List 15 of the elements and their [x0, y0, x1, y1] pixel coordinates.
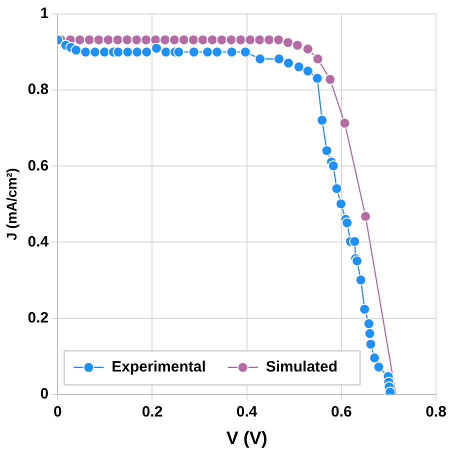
- x-tick-label: 0.2: [142, 404, 163, 421]
- y-tick-label: 0.2: [28, 309, 49, 326]
- x-tick-label: 0.4: [236, 404, 258, 421]
- x-tick-label: 0: [53, 404, 62, 421]
- y-tick-label: 0: [40, 386, 49, 403]
- y-tick-label: 1: [40, 5, 49, 22]
- y-tick-label: 0.8: [28, 81, 49, 98]
- legend-label: Experimental: [112, 358, 206, 376]
- x-tick-label: 0.6: [330, 404, 352, 421]
- x-tick-label: 0.8: [426, 404, 446, 421]
- y-tick-label: 0.4: [28, 233, 50, 250]
- y-axis-title: J (mA/cm²): [3, 168, 20, 240]
- y-tick-label: 0.6: [28, 157, 49, 174]
- legend-label: Simulated: [266, 358, 338, 376]
- x-axis-title: V (V): [226, 428, 268, 448]
